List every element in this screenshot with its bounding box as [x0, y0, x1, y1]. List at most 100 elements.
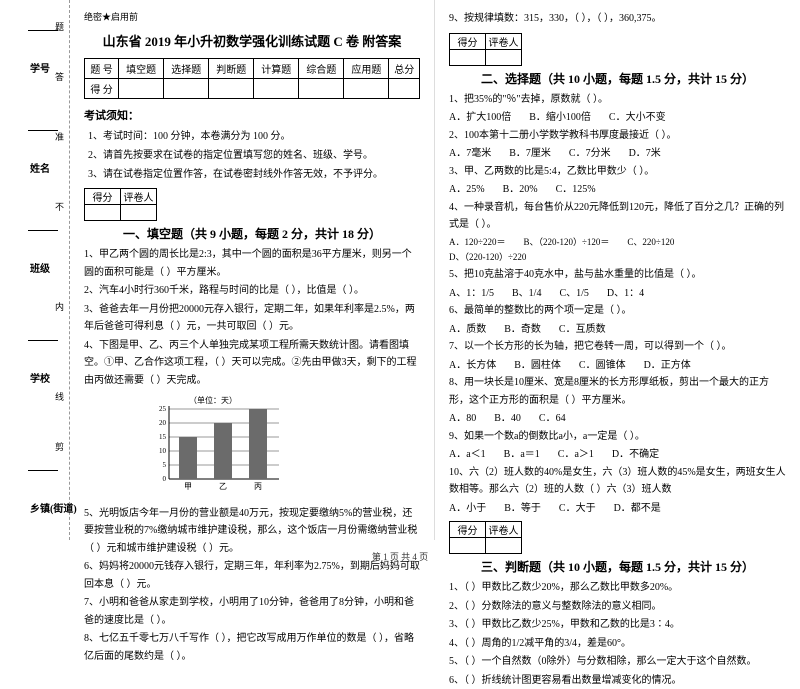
option: B．7厘米 [509, 145, 551, 163]
notice-title: 考试须知： [84, 107, 420, 123]
svg-text:5: 5 [163, 461, 167, 469]
question: 6、（ ）折线统计图更容易看出数量增减变化的情况。 [449, 672, 786, 689]
field-id: 学号 [30, 60, 50, 75]
question: 9、按规律填数：315，330，（ ），（ ），360,375。 [449, 10, 786, 28]
th: 综合题 [299, 59, 344, 79]
option: B．奇数 [504, 321, 541, 339]
choice-questions: 1、把35%的"％"去掉，原数就（ ）。 A．扩大100倍 B．缩小100倍 C．大… [449, 91, 786, 518]
question: 7、以一个长方形的长为轴，把它卷转一周，可以得到一个（ ）。 [449, 338, 786, 356]
field-name: 姓名 [30, 160, 50, 175]
option: C．125% [556, 181, 596, 199]
svg-text:10: 10 [159, 447, 167, 455]
right-column: 9、按规律填数：315，330，（ ），（ ），360,375。 得分评卷人 二… [435, 0, 800, 540]
question: 10、六（2）班人数的40%是女生，六（3）班人数的45%是女生，两班女生人数相… [449, 464, 786, 499]
option: A．a＜1 [449, 446, 486, 464]
question: 3、甲、乙两数的比是5:4，乙数比甲数少（ ）。 [449, 163, 786, 181]
margin-char: 内 [55, 300, 64, 313]
option: A．25% [449, 181, 485, 199]
th: 选择题 [164, 59, 209, 79]
question: 4、一种录音机，每台售价从220元降低到120元，降低了百分之几？正确的列式是（… [449, 199, 786, 234]
margin-char: 准 [55, 130, 64, 143]
option: B．圆柱体 [514, 357, 561, 375]
fill-questions: 1、甲乙两个圆的周长比是2:3，其中一个圆的面积是36平方厘米，则另一个圆的面积… [84, 246, 420, 665]
bar-yi [214, 423, 232, 479]
field-line [28, 30, 58, 31]
bar-chart: （单位：天） 25 20 15 10 5 0 [144, 394, 294, 494]
option: D、1：4 [607, 285, 644, 303]
option: A．小于 [449, 500, 486, 518]
section-1-title: 一、填空题（共 9 小题，每题 2 分，共计 18 分） [84, 225, 420, 242]
th: 总分 [389, 59, 420, 79]
question: 7、小明和爸爸从家走到学校，小明用了10分钟，爸爸用了8分钟，小明和爸爸的速度比… [84, 594, 420, 629]
section-2-title: 二、选择题（共 10 小题，每题 1.5 分，共计 15 分） [449, 70, 786, 87]
exam-page: 乡镇(街道) 学校 班级 姓名 学号 剪 线 内 不 准 答 题 绝密★启用前 … [0, 0, 800, 540]
option: A．7毫米 [449, 145, 491, 163]
question: 6、最简单的整数比的两个项一定是（ ）。 [449, 302, 786, 320]
margin-char: 答 [55, 70, 64, 83]
notice-item: 2、请首先按要求在试卷的指定位置填写您的姓名、班级、学号。 [88, 146, 420, 165]
option: C．互质数 [559, 321, 606, 339]
option: C．64 [539, 410, 566, 428]
question: 2、（ ）分数除法的意义与整数除法的意义相同。 [449, 598, 786, 616]
option: A、1：1/5 [449, 285, 494, 303]
question: 4、下图是甲、乙、丙三个人单独完成某项工程所需天数统计图。请看图填空。①甲、乙合… [84, 337, 420, 390]
table-row: 题 号 填空题 选择题 判断题 计算题 综合题 应用题 总分 [85, 59, 420, 79]
td: 得 分 [85, 79, 119, 99]
question: 4、（ ）周角的1/2减平角的3/4，差是60°。 [449, 635, 786, 653]
option: B、（220-120）÷120＝ [523, 235, 609, 251]
page-footer: 第 1 页 共 4 页 [0, 550, 800, 563]
notice-item: 3、请在试卷指定位置作答，在试卷密封线外作答无效，不予评分。 [88, 165, 420, 184]
grader-label: 评卷人 [121, 189, 157, 205]
svg-text:丙: 丙 [254, 482, 262, 491]
question: 8、七亿五千零七万八千写作（ ），把它改写成用万作单位的数是（ ），省略亿后面的… [84, 630, 420, 665]
notice-list: 1、考试时间：100 分钟，本卷满分为 100 分。 2、请首先按要求在试卷的指… [84, 127, 420, 184]
th: 计算题 [254, 59, 299, 79]
bar-jia [179, 437, 197, 479]
field-line [28, 230, 58, 231]
option: A．长方体 [449, 357, 496, 375]
field-line [28, 470, 58, 471]
option: C．大小不变 [609, 109, 666, 127]
option: D．7米 [629, 145, 661, 163]
option: C、1/5 [559, 285, 588, 303]
question: 8、用一块长是10厘米、宽是8厘米的长方形厚纸板，剪出一个最大的正方形，这个正方… [449, 374, 786, 409]
binding-margin: 乡镇(街道) 学校 班级 姓名 学号 剪 线 内 不 准 答 题 [0, 0, 70, 540]
option: D．都不是 [614, 500, 661, 518]
option: A．扩大100倍 [449, 109, 511, 127]
judge-questions: 1、（ ）甲数比乙数少20%，那么乙数比甲数多20%。 2、（ ）分数除法的意义… [449, 579, 786, 689]
field-line [28, 130, 58, 131]
th: 填空题 [119, 59, 164, 79]
option: C．大于 [559, 500, 596, 518]
svg-text:乙: 乙 [219, 482, 227, 491]
notice-item: 1、考试时间：100 分钟，本卷满分为 100 分。 [88, 127, 420, 146]
option: B．40 [494, 410, 521, 428]
option: C．a＞1 [558, 446, 594, 464]
field-line [28, 340, 58, 341]
option: D．不确定 [612, 446, 659, 464]
option: B．等于 [504, 500, 541, 518]
option: B．缩小100倍 [529, 109, 591, 127]
question: 5、把10克盐溶于40克水中，盐与盐水重量的比值是（ ）。 [449, 266, 786, 284]
th: 判断题 [209, 59, 254, 79]
margin-char: 线 [55, 390, 64, 403]
section-score-box: 得分评卷人 [449, 33, 522, 66]
option: B．20% [503, 181, 538, 199]
margin-char: 不 [55, 200, 64, 213]
svg-text:15: 15 [159, 433, 167, 441]
section-score-box: 得分评卷人 [84, 188, 157, 221]
question: 6、妈妈将20000元钱存入银行，定期三年，年利率为2.75%，到期后妈妈可取回… [84, 558, 420, 593]
option: A．80 [449, 410, 476, 428]
question: 1、甲乙两个圆的周长比是2:3，其中一个圆的面积是36平方厘米，则另一个圆的面积… [84, 246, 420, 281]
option: C．7分米 [569, 145, 611, 163]
margin-char: 剪 [55, 440, 64, 453]
chart-title: （单位：天） [189, 395, 237, 405]
margin-char: 题 [55, 20, 64, 33]
question: 9、如果一个数a的倒数比a小，a一定是（ ）。 [449, 428, 786, 446]
score-table: 题 号 填空题 选择题 判断题 计算题 综合题 应用题 总分 得 分 [84, 58, 420, 99]
question: 1、（ ）甲数比乙数少20%，那么乙数比甲数多20%。 [449, 579, 786, 597]
option: C、220÷120 [627, 235, 674, 251]
score-label: 得分 [85, 189, 121, 205]
option: A．120÷220＝ [449, 235, 505, 251]
question: 1、把35%的"％"去掉，原数就（ ）。 [449, 91, 786, 109]
th: 应用题 [344, 59, 389, 79]
